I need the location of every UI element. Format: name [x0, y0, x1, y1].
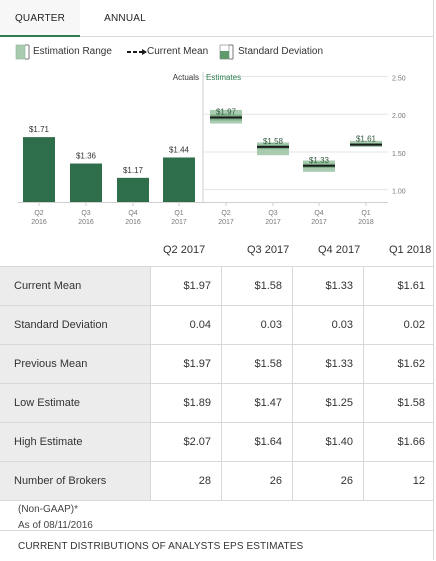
estimate-value-label: $1.58: [263, 137, 284, 146]
table-row: Previous Mean $1.97 $1.58 $1.33 $1.62: [0, 344, 434, 383]
table-header: Q2 2017 Q3 2017 Q4 2017 Q1 2018: [0, 236, 434, 266]
footnote-basis: (Non-GAAP)*: [18, 504, 79, 515]
x-tick-label: Q1: [361, 210, 370, 217]
actual-bar: [70, 163, 102, 202]
actuals-label: Actuals: [173, 73, 199, 82]
estimate-value-label: $1.97: [216, 107, 237, 116]
row-label: Standard Deviation: [0, 306, 150, 344]
table-cell: $1.97: [150, 345, 221, 383]
table-cell: $2.07: [150, 423, 221, 461]
table-cell: 0.04: [150, 306, 221, 344]
table-cell: 0.02: [363, 306, 435, 344]
table-cell: 26: [292, 462, 363, 500]
eps-chart: 2.50 2.00 1.50 1.00 Actuals Estimates $1.71 $1.…: [18, 72, 406, 226]
legend-stdev-label: Standard Deviation: [238, 46, 324, 57]
row-label: Low Estimate: [0, 384, 150, 422]
table-row: Low Estimate $1.89 $1.47 $1.25 $1.58: [0, 383, 434, 422]
col-header: Q3 2017: [247, 244, 290, 256]
x-tick-label: 2016: [125, 219, 141, 226]
actual-value-label: $1.44: [169, 145, 190, 154]
table-row: Current Mean $1.97 $1.58 $1.33 $1.61: [0, 266, 434, 305]
standard-deviation-icon: [219, 44, 234, 60]
actual-value-label: $1.17: [123, 166, 144, 175]
col-header: Q2 2017: [163, 244, 206, 256]
x-tick-label: Q3: [268, 210, 277, 217]
distributions-link-bar[interactable]: CURRENT DISTRIBUTIONS OF ANALYSTS EPS ES…: [0, 530, 434, 561]
chart-labels: 2.50 2.00 1.50 1.00 Actuals Estimates $1.71 $1.…: [29, 73, 406, 226]
table-cell: 0.03: [221, 306, 292, 344]
x-tick-label: 2017: [265, 219, 281, 226]
x-tick-label: 2016: [31, 219, 47, 226]
actual-bar: [23, 137, 55, 202]
x-tick-label: Q4: [128, 210, 137, 217]
table-cell: $1.64: [221, 423, 292, 461]
tab-quarter[interactable]: QUARTER: [0, 0, 80, 37]
x-tick-label: Q1: [174, 210, 183, 217]
chart-marks: [23, 109, 382, 202]
legend-range-label: Estimation Range: [33, 46, 112, 57]
table-cell: $1.40: [292, 423, 363, 461]
table-cell: $1.89: [150, 384, 221, 422]
period-tabs: QUARTER ANNUAL: [0, 0, 434, 37]
y-tick-label: 1.50: [392, 151, 406, 158]
table-cell: 26: [221, 462, 292, 500]
row-label: Current Mean: [0, 267, 150, 305]
x-tick-label: 2017: [171, 219, 187, 226]
row-label: High Estimate: [0, 423, 150, 461]
footnote-date: As of 08/11/2016: [18, 520, 93, 531]
table-cell: 12: [363, 462, 435, 500]
col-header: Q1 2018: [389, 244, 432, 256]
row-label: Previous Mean: [0, 345, 150, 383]
table-row: Number of Brokers 28 26 26 12: [0, 461, 434, 500]
table-cell: $1.58: [221, 345, 292, 383]
table-cell: $1.25: [292, 384, 363, 422]
estimate-value-label: $1.33: [309, 156, 330, 165]
estimate-value-label: $1.61: [356, 135, 377, 144]
table-cell: $1.97: [150, 267, 221, 305]
table-cell: $1.33: [292, 267, 363, 305]
table-cell: $1.61: [363, 267, 435, 305]
x-tick-label: Q2: [34, 210, 43, 217]
x-tick-label: 2017: [218, 219, 234, 226]
table-cell: $1.62: [363, 345, 435, 383]
table-cell: $1.33: [292, 345, 363, 383]
x-tick-label: 2018: [358, 219, 374, 226]
x-tick-label: 2017: [311, 219, 327, 226]
col-header: Q4 2017: [318, 244, 361, 256]
table-cell: $1.47: [221, 384, 292, 422]
table-cell: $1.66: [363, 423, 435, 461]
row-label: Number of Brokers: [0, 462, 150, 500]
current-mean-icon: [127, 49, 147, 55]
actual-bar: [117, 177, 149, 202]
actual-bar: [163, 157, 195, 202]
x-tick-label: Q3: [81, 210, 90, 217]
actual-value-label: $1.71: [29, 125, 50, 134]
table-row: Standard Deviation 0.04 0.03 0.03 0.02: [0, 305, 434, 344]
estimates-label: Estimates: [206, 73, 241, 82]
tab-annual[interactable]: ANNUAL: [104, 13, 146, 24]
y-tick-label: 1.00: [392, 189, 406, 196]
legend-mean-label: Current Mean: [147, 46, 209, 57]
table-cell: 28: [150, 462, 221, 500]
y-tick-label: 2.50: [392, 76, 406, 83]
y-tick-label: 2.00: [392, 113, 406, 120]
x-tick-label: 2016: [78, 219, 94, 226]
table-row: High Estimate $2.07 $1.64 $1.40 $1.66: [0, 422, 434, 461]
table-cell: $1.58: [221, 267, 292, 305]
table-divider: [0, 500, 434, 501]
x-tick-label: Q2: [221, 210, 230, 217]
table-cell: 0.03: [292, 306, 363, 344]
distributions-link[interactable]: CURRENT DISTRIBUTIONS OF ANALYSTS EPS ES…: [18, 541, 304, 552]
estimation-range-icon: [15, 44, 30, 60]
table-cell: $1.58: [363, 384, 435, 422]
actual-value-label: $1.36: [76, 152, 97, 161]
x-tick-label: Q4: [314, 210, 323, 217]
